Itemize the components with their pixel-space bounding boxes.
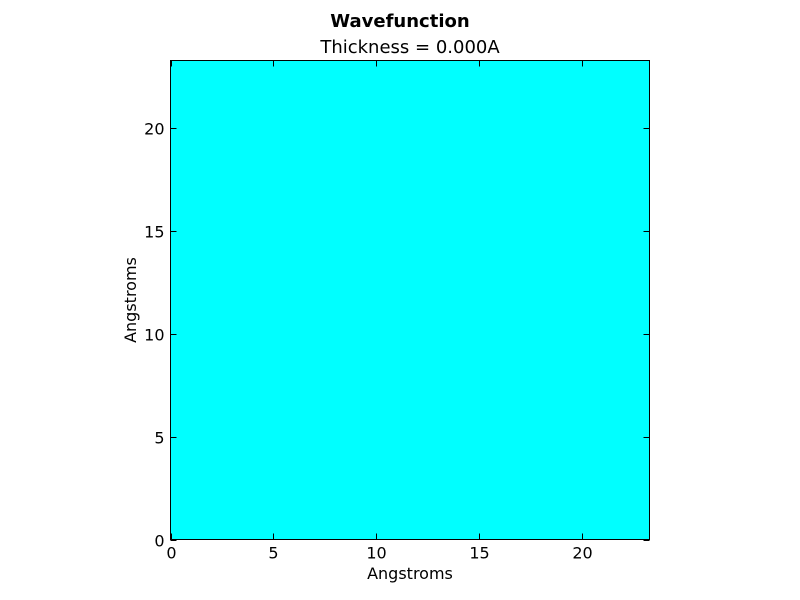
chart-title: Thickness = 0.000A: [319, 37, 500, 58]
tick-layer: 0 5 10 15 20 0 5 10 15 20: [144, 60, 650, 563]
y-axis-label: Angstroms: [121, 257, 140, 343]
x-tick-label: 5: [268, 544, 278, 563]
y-tick-label: 20: [144, 120, 164, 139]
x-tick-label: 15: [469, 544, 489, 563]
heatmap-image: [170, 60, 650, 540]
y-tick-label: 10: [144, 326, 164, 345]
y-tick-label: 5: [154, 429, 164, 448]
x-tick-label: 20: [572, 544, 592, 563]
y-tick-label: 0: [154, 532, 164, 551]
x-tick-label: 10: [366, 544, 386, 563]
chart-suptitle: Wavefunction: [330, 11, 469, 32]
plot-frame: [170, 60, 650, 540]
y-tick-label: 15: [144, 223, 164, 242]
x-tick-label: 0: [166, 544, 176, 563]
x-axis-label: Angstroms: [367, 564, 453, 583]
